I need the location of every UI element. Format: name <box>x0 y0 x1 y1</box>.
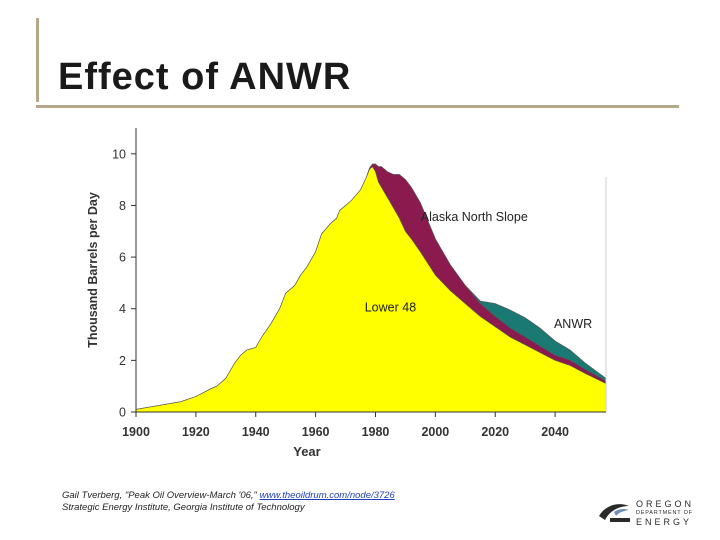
chart-axes: 0 2 4 6 8 10 1900 1920 1940 1960 1980 2000 2020 2040 Y… <box>86 128 607 459</box>
y-tick-label-2: 2 <box>119 354 126 368</box>
y-axis-label: Thousand Barrels per Day <box>86 192 100 348</box>
logo-text: OREGON DEPARTMENT OF ENERGY <box>636 500 708 527</box>
x-tick-label-1920: 1920 <box>182 425 210 439</box>
x-tick-label-1980: 1980 <box>362 425 390 439</box>
citation-line2: Strategic Energy Institute, Georgia Inst… <box>62 502 305 513</box>
annotation-anwr: ANWR <box>554 317 592 331</box>
x-tick-label-2000: 2000 <box>421 425 449 439</box>
x-tick-label-2040: 2040 <box>541 425 569 439</box>
x-tick-label-1940: 1940 <box>242 425 270 439</box>
logo-line-oregon: OREGON <box>636 499 695 509</box>
citation-line1-prefix: Gail Tverberg, "Peak Oil Overview-March … <box>62 490 260 501</box>
title-accent-vertical-rule <box>36 18 39 102</box>
slide-title: Effect of ANWR <box>58 56 352 98</box>
y-tick-label-8: 8 <box>119 199 126 213</box>
x-tick-label-1960: 1960 <box>302 425 330 439</box>
x-tick-label-1900: 1900 <box>122 425 150 439</box>
logo-line-energy: ENERGY <box>636 517 693 527</box>
y-tick-label-6: 6 <box>119 251 126 265</box>
area-lower-48 <box>135 166 607 413</box>
area-layers <box>135 163 607 413</box>
y-tick-label-4: 4 <box>119 302 126 316</box>
oregon-energy-logo: OREGON DEPARTMENT OF ENERGY <box>596 496 708 532</box>
title-accent-horizontal-rule <box>36 105 679 108</box>
y-tick-label-10: 10 <box>112 147 126 161</box>
chart-labels: Alaska North Slope Lower 48 ANWR <box>365 210 592 331</box>
y-tick-label-0: 0 <box>119 406 126 420</box>
annotation-lower-48: Lower 48 <box>365 300 416 314</box>
logo-swoosh-icon <box>599 504 630 522</box>
citation: Gail Tverberg, "Peak Oil Overview-March … <box>62 490 395 514</box>
x-tick-label-2020: 2020 <box>481 425 509 439</box>
x-axis-label: Year <box>293 444 320 459</box>
annotation-alaska-north-slope: Alaska North Slope <box>421 210 528 224</box>
logo-line-department: DEPARTMENT OF <box>636 510 693 516</box>
citation-link[interactable]: www.theoildrum.com/node/3726 <box>259 490 395 501</box>
